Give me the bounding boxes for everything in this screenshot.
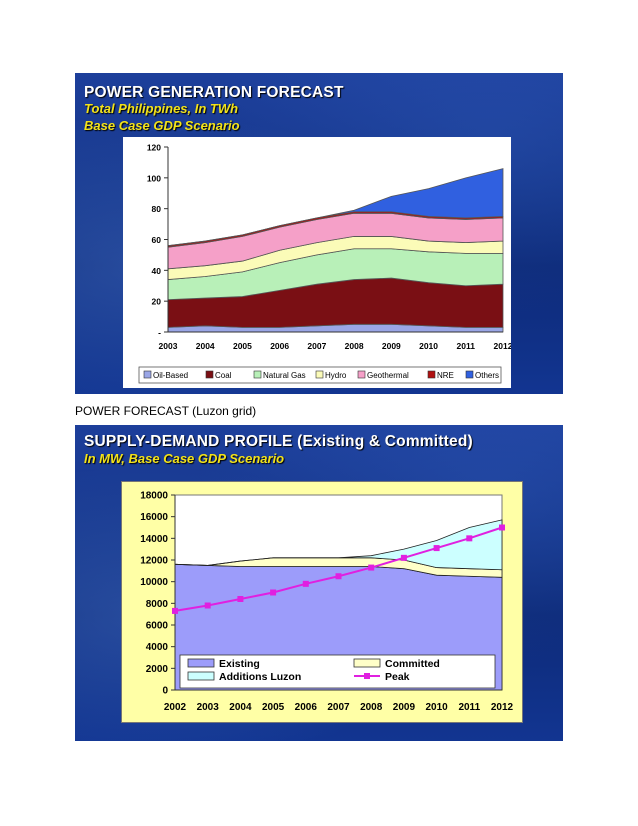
legend-label-additions-luzon: Additions Luzon [219, 671, 301, 683]
peak-marker [237, 596, 244, 602]
supply-demand-chart: 0 2000 4000 6000 8000 10000 12000 14000 16000 180… [140, 491, 514, 714]
legend-swatch-oil-based [143, 370, 152, 379]
peak-marker [466, 535, 473, 542]
y-tick-label: 8000 [146, 599, 169, 610]
generation-chart-panel: - 20 40 60 80 100 120 2003 2004 2005 2006 2007 2008 2… [123, 137, 513, 388]
slide-title: POWER GENERATION FORECAST [84, 84, 344, 101]
y-tick-label: 12000 [140, 556, 168, 567]
supply-demand-chart-panel: 0 2000 4000 6000 8000 10000 12000 14000 16000 180… [121, 481, 523, 723]
peak-marker [204, 602, 211, 609]
x-tick-label: 2008 [345, 341, 364, 351]
x-tick-label: 2004 [229, 702, 252, 713]
legend-label-others: Others [475, 371, 499, 380]
legend-swatch-geothermal [357, 370, 366, 379]
peak-marker [499, 524, 505, 531]
y-tick-label: 4000 [146, 642, 169, 653]
legend-label-nre: NRE [437, 371, 454, 380]
x-tick-label: 2004 [196, 341, 215, 351]
x-tick-label: 2008 [360, 702, 383, 713]
y-tick-label: 6000 [146, 621, 169, 632]
slide-subtitle: Total Philippines, In TWh [84, 101, 239, 116]
legend-label-geothermal: Geothermal [367, 371, 409, 380]
slide-subtitle-scenario: Base Case GDP Scenario [84, 118, 240, 133]
peak-marker [433, 545, 440, 552]
x-tick-label: 2007 [327, 702, 350, 713]
x-tick-label: 2009 [382, 341, 401, 351]
peak-marker [368, 564, 375, 571]
peak-marker [302, 580, 309, 587]
y-tick-label: 60 [152, 235, 162, 245]
x-tick-label: 2006 [295, 702, 318, 713]
x-tick-label: 2007 [307, 341, 326, 351]
peak-marker [400, 554, 407, 561]
area-others [167, 168, 504, 247]
x-tick-label: 2003 [159, 341, 178, 351]
x-tick-label: 2002 [164, 702, 187, 713]
y-tick-label: 20 [152, 297, 162, 307]
y-tick-label: 18000 [140, 491, 168, 502]
peak-marker [172, 607, 178, 614]
y-tick-label: 40 [152, 266, 162, 276]
legend-label-committed: Committed [385, 658, 440, 670]
x-tick-label: 2003 [197, 702, 220, 713]
legend-swatch-additions-luzon [187, 671, 215, 681]
legend-swatch-hydro [315, 370, 324, 379]
generation-forecast-chart: - 20 40 60 80 100 120 2003 2004 2005 2006 2007 2008 2… [138, 143, 513, 384]
legend-swatch-natural-gas [253, 370, 262, 379]
area-additions-luzon [174, 519, 503, 571]
legend-swatch-others [465, 370, 474, 379]
y-tick-label: 10000 [140, 577, 168, 588]
y-tick-label: 16000 [140, 512, 168, 523]
x-tick-label: 2012 [491, 702, 514, 713]
x-tick-label: 2010 [419, 341, 438, 351]
x-tick-label: 2009 [393, 702, 416, 713]
peak-marker [270, 589, 277, 596]
slide-title: SUPPLY-DEMAND PROFILE (Existing & Commit… [84, 433, 473, 450]
legend-label-natural-gas: Natural Gas [263, 371, 306, 380]
y-tick-label: - [158, 328, 161, 338]
legend-label-coal: Coal [215, 371, 232, 380]
legend-label-existing: Existing [219, 658, 260, 670]
y-tick-label: 100 [147, 173, 161, 183]
slide-supply-demand-profile: SUPPLY-DEMAND PROFILE (Existing & Commit… [75, 425, 563, 741]
x-tick-label: 2006 [270, 341, 289, 351]
x-tick-label: 2005 [233, 341, 252, 351]
peak-marker [335, 573, 342, 580]
x-tick-label: 2010 [425, 702, 448, 713]
legend-marker-peak [364, 673, 370, 679]
legend-swatch-nre [427, 370, 436, 379]
slide-subtitle: In MW, Base Case GDP Scenario [84, 451, 285, 466]
legend-swatch-coal [205, 370, 214, 379]
legend-label-hydro: Hydro [325, 371, 347, 380]
legend-box [179, 654, 496, 689]
legend-swatch-committed [353, 658, 381, 668]
y-tick-label: 120 [147, 143, 161, 153]
legend-swatch-existing [187, 658, 215, 668]
legend-label-oil-based: Oil-Based [153, 371, 188, 380]
x-tick-label: 2011 [458, 702, 480, 713]
x-tick-label: 2012 [494, 341, 511, 351]
section-caption: POWER FORECAST (Luzon grid) [75, 404, 257, 418]
y-tick-label: 14000 [140, 534, 168, 545]
y-tick-label: 80 [152, 204, 162, 214]
slide-power-generation-forecast: POWER GENERATION FORECAST Total Philippi… [75, 73, 563, 394]
y-tick-label: 2000 [146, 664, 169, 675]
legend-label-peak: Peak [385, 671, 410, 683]
y-tick-label: 0 [162, 686, 168, 697]
x-tick-label: 2005 [262, 702, 285, 713]
x-tick-label: 2011 [457, 341, 476, 351]
